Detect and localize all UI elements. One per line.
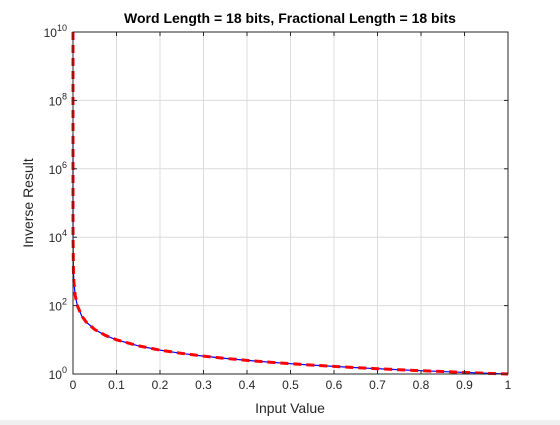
x-axis-ticks: 0 0.1 0.2 0.3 0.4 0.5 0.6 0.7 0.8 0.9 1 [70,32,512,392]
y-tick-exponent: 0 [62,365,67,375]
x-tick-label: 0 [70,378,77,392]
y-tick-exponent: 2 [62,297,67,307]
x-tick-label: 0.2 [152,378,169,392]
x-tick-label: 0.6 [326,378,343,392]
x-tick-label: 1 [505,378,512,392]
x-axis-label: Input Value [255,400,325,416]
x-tick-label: 0.4 [239,378,256,392]
y-tick-label: 108 [49,91,67,108]
y-tick-exponent: 6 [62,160,67,170]
y-tick-label: 100 [49,365,67,382]
y-tick-label: 102 [49,297,67,314]
y-tick-label: 1010 [44,23,67,40]
y-tick-exponent: 10 [57,23,67,33]
y-tick-label: 106 [49,160,67,177]
x-tick-label: 0.9 [456,378,473,392]
y-axis-label: Inverse Result [20,158,36,248]
x-tick-label: 0.5 [282,378,299,392]
x-tick-label: 0.3 [195,378,212,392]
x-tick-label: 0.1 [108,378,125,392]
x-tick-label: 0.7 [369,378,386,392]
chart-title: Word Length = 18 bits, Fractional Length… [124,10,456,26]
x-tick-label: 0.8 [413,378,430,392]
y-tick-exponent: 8 [62,91,67,101]
y-tick-label: 104 [49,228,67,245]
y-tick-exponent: 4 [62,228,67,238]
